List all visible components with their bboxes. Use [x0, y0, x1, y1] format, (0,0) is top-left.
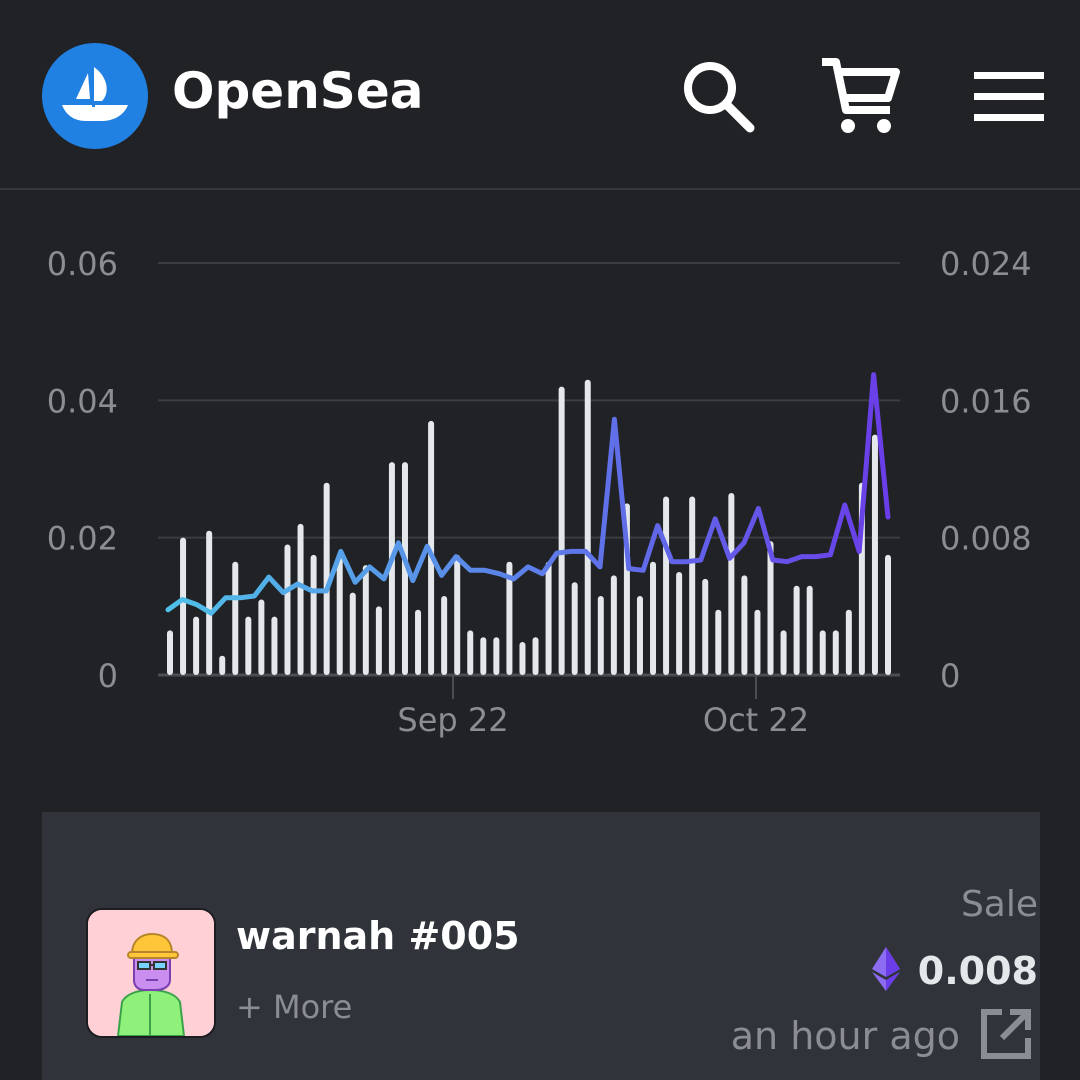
volume-bar[interactable]: [689, 496, 696, 675]
average-price-line[interactable]: [165, 372, 891, 616]
hamburger-menu-icon[interactable]: [972, 72, 1046, 126]
volume-bar[interactable]: [167, 630, 173, 675]
volume-bar[interactable]: [780, 630, 787, 675]
volume-bar[interactable]: [702, 578, 709, 675]
volume-bar[interactable]: [375, 606, 382, 675]
volume-bar[interactable]: [845, 609, 852, 675]
volume-bar[interactable]: [336, 554, 343, 675]
volume-bar[interactable]: [728, 493, 735, 675]
x-axis-tick: Sep 22: [397, 701, 508, 739]
right-axis-tick: 0: [940, 657, 960, 695]
volume-bar[interactable]: [362, 565, 369, 675]
volume-bar[interactable]: [441, 596, 448, 675]
volume-bar[interactable]: [715, 609, 722, 675]
price-history-chart: 0 0.02 0.04 0.06 0 0.008 0.016 0.024 Sep 22 Oct 2…: [0, 192, 1080, 792]
volume-bar[interactable]: [871, 434, 878, 675]
external-link-icon[interactable]: [980, 1008, 1032, 1064]
price-row: 0.008: [871, 946, 1038, 996]
volume-bar[interactable]: [545, 561, 552, 675]
volume-bar[interactable]: [650, 561, 657, 675]
volume-bar[interactable]: [232, 561, 239, 675]
volume-bar[interactable]: [297, 523, 304, 675]
top-header: OpenSea: [0, 0, 1080, 190]
volume-bar[interactable]: [832, 630, 839, 675]
volume-bar[interactable]: [193, 616, 200, 675]
volume-bar[interactable]: [284, 544, 291, 675]
volume-bar[interactable]: [467, 630, 474, 675]
volume-bar[interactable]: [532, 637, 539, 675]
opensea-logo-icon[interactable]: [42, 43, 148, 149]
volume-bar[interactable]: [754, 609, 761, 675]
search-icon[interactable]: [680, 58, 756, 138]
volume-bar[interactable]: [349, 592, 356, 675]
volume-bar[interactable]: [271, 616, 278, 675]
volume-bar[interactable]: [258, 599, 265, 675]
volume-bar[interactable]: [806, 585, 813, 675]
time-ago[interactable]: an hour ago: [730, 1014, 960, 1058]
right-axis-tick: 0.008: [940, 520, 1032, 558]
nft-thumbnail[interactable]: [86, 908, 216, 1038]
volume-bar[interactable]: [636, 596, 643, 675]
cart-icon[interactable]: [818, 54, 902, 142]
volume-bar[interactable]: [571, 582, 578, 675]
volume-bar[interactable]: [415, 609, 422, 675]
volume-bar[interactable]: [310, 554, 317, 675]
volume-bar[interactable]: [819, 630, 826, 675]
right-axis-tick: 0.016: [940, 382, 1032, 420]
left-axis-tick: 0.04: [47, 382, 118, 420]
volume-bar[interactable]: [767, 541, 774, 675]
left-axis-tick: 0.02: [47, 520, 118, 558]
volume-bar[interactable]: [219, 655, 226, 675]
item-name[interactable]: warnah #005: [236, 914, 520, 958]
volume-bar[interactable]: [323, 482, 330, 675]
sale-price: 0.008: [917, 949, 1038, 993]
volume-bar[interactable]: [584, 379, 591, 675]
volume-bar[interactable]: [428, 420, 435, 675]
volume-bar[interactable]: [597, 596, 604, 675]
event-type: Sale: [960, 884, 1038, 925]
volume-bar[interactable]: [493, 637, 500, 675]
volume-bar[interactable]: [663, 496, 670, 675]
more-link[interactable]: + More: [236, 988, 353, 1026]
volume-bar[interactable]: [206, 530, 213, 675]
chart-svg: 0 0.02 0.04 0.06 0 0.008 0.016 0.024 Sep 22 Oct 2…: [47, 245, 1032, 739]
ethereum-icon: [871, 947, 900, 995]
volume-bar[interactable]: [558, 386, 565, 675]
x-axis-tick: Oct 22: [703, 701, 809, 739]
volume-bar[interactable]: [741, 575, 748, 675]
volume-bar[interactable]: [401, 462, 408, 675]
volume-bar[interactable]: [885, 554, 891, 675]
volume-bar[interactable]: [610, 575, 617, 675]
time-row: an hour ago: [731, 1008, 1032, 1064]
volume-bar[interactable]: [506, 561, 513, 675]
volume-bar[interactable]: [454, 554, 461, 675]
volume-bar[interactable]: [519, 642, 526, 675]
left-axis-tick: 0: [98, 657, 118, 695]
volume-bar[interactable]: [793, 585, 800, 675]
volume-bar[interactable]: [388, 462, 395, 675]
activity-card[interactable]: warnah #005 + More Sale 0.008 an hour ag…: [42, 812, 1040, 1080]
volume-bar[interactable]: [676, 572, 683, 675]
volume-bar[interactable]: [245, 616, 252, 675]
volume-bar[interactable]: [480, 637, 487, 675]
right-axis-tick: 0.024: [940, 245, 1032, 283]
left-axis-tick: 0.06: [47, 245, 118, 283]
brand-name[interactable]: OpenSea: [172, 62, 424, 120]
volume-bar[interactable]: [180, 537, 187, 675]
